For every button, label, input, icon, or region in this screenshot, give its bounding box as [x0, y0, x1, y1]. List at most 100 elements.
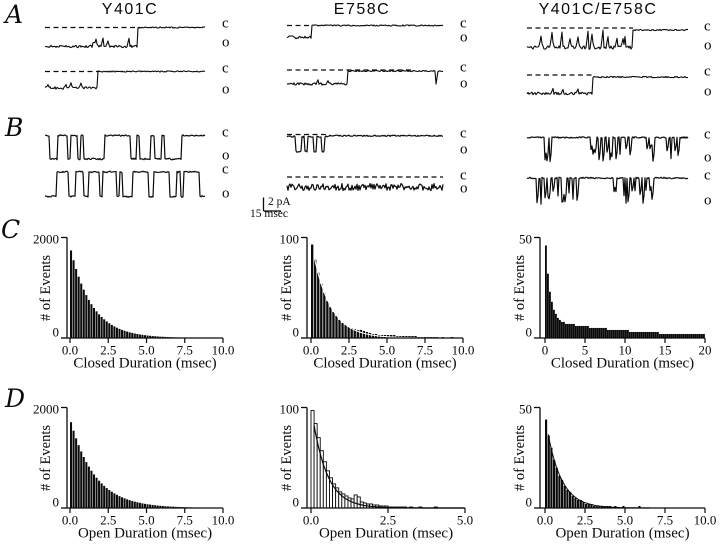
histogram-bar — [627, 329, 629, 338]
histogram-bar — [98, 480, 101, 508]
histogram-bar — [675, 333, 677, 338]
histogram-bar — [77, 276, 80, 338]
histogram-bar — [154, 505, 157, 508]
histogram-bar — [555, 467, 558, 508]
histogram-bar — [583, 325, 585, 338]
histogram-bar — [320, 283, 323, 338]
histogram-bar — [105, 488, 108, 508]
histogram-bar — [347, 326, 350, 338]
histogram-bar — [601, 505, 604, 508]
histogram-bar — [553, 459, 556, 508]
histogram-bar — [143, 503, 147, 508]
histogram-bar — [70, 250, 73, 338]
histogram-bar — [601, 327, 603, 338]
histogram-bar — [677, 333, 679, 338]
histogram-bar — [113, 326, 116, 338]
histogram-bar — [653, 331, 655, 338]
histogram-bar — [359, 329, 362, 338]
histogram-bar — [661, 333, 663, 338]
histogram-bar — [350, 498, 355, 509]
single-channel-trace — [286, 24, 444, 40]
histogram-bar — [136, 502, 139, 508]
histogram-bar — [615, 329, 617, 338]
histogram-bar — [365, 331, 369, 338]
histogram-bar — [408, 335, 411, 338]
histogram-bar — [599, 327, 601, 338]
histogram-bar — [557, 317, 559, 338]
histogram-bar — [617, 329, 619, 338]
histogram-bar — [551, 301, 553, 338]
histogram-bar — [703, 333, 705, 338]
histogram-bar — [172, 506, 175, 508]
histogram-bar — [639, 331, 641, 338]
histogram-bar — [110, 324, 113, 339]
histogram-bar — [82, 457, 85, 508]
histogram-bar — [585, 325, 587, 338]
histogram-bar — [128, 332, 131, 338]
histogram-bar — [103, 485, 106, 508]
single-channel-trace — [526, 176, 689, 205]
single-channel-trace — [44, 70, 206, 90]
histogram-bar — [82, 289, 85, 338]
histogram-bar — [103, 319, 106, 338]
histogram-bar — [368, 332, 372, 339]
histogram-bar — [85, 462, 88, 508]
histogram-bar — [77, 445, 80, 508]
histogram-bar — [115, 327, 118, 338]
histogram-bar — [72, 430, 75, 508]
histogram-bar — [691, 333, 693, 338]
histogram-bar — [645, 331, 647, 338]
histogram-bar — [638, 505, 641, 508]
column-title-y401c: Y401C — [101, 1, 159, 18]
histogram-bar — [659, 333, 661, 338]
histogram-bar — [681, 333, 683, 338]
histogram-bar — [550, 447, 553, 508]
histogram-bar — [689, 333, 691, 338]
histogram-bar — [582, 501, 585, 508]
histogram-bar — [651, 331, 653, 338]
histogram-bar — [701, 333, 703, 338]
panel-letter-b: B — [5, 113, 24, 142]
histogram-bar — [657, 331, 659, 338]
histogram-bar — [151, 504, 154, 508]
histogram-bar — [128, 500, 131, 508]
histogram-bar — [131, 500, 134, 508]
histogram-bar — [611, 329, 613, 338]
histogram-bar — [547, 273, 549, 338]
histogram-bar — [637, 331, 639, 338]
single-channel-trace — [44, 134, 206, 161]
histogram-bar — [663, 333, 665, 338]
histogram-bar — [133, 333, 136, 338]
histogram-bar — [545, 245, 547, 338]
histogram-bar — [577, 499, 580, 508]
histogram-bar — [411, 335, 414, 338]
histogram-bar — [70, 422, 73, 508]
histogram-bar — [561, 479, 564, 508]
histogram-bar — [631, 331, 633, 338]
single-channel-trace — [286, 69, 444, 86]
histogram-bar — [131, 332, 134, 338]
histogram-bar — [566, 489, 569, 508]
histogram-bar — [593, 327, 595, 338]
histogram-bar — [591, 327, 593, 338]
panel-letter-a: A — [5, 0, 24, 29]
histogram-bar — [553, 309, 555, 338]
histogram-bar — [671, 333, 673, 338]
histogram-bar — [587, 325, 589, 338]
histogram-bar — [154, 336, 157, 338]
histogram-bar — [100, 316, 103, 338]
histogram-bar — [641, 331, 643, 338]
histogram-bar — [667, 333, 669, 338]
histogram-bar — [141, 503, 144, 508]
histogram-bar — [679, 333, 681, 338]
single-channel-trace — [44, 170, 206, 198]
histogram-bar — [569, 491, 572, 508]
scale-bar-current-label: 2 pA — [268, 196, 291, 208]
histogram-bar — [169, 506, 172, 508]
histogram-bar — [629, 331, 631, 338]
histogram-bar — [619, 329, 621, 338]
histogram-bar — [133, 501, 136, 508]
column-title-y401c-e758c: Y401C/E758C — [538, 1, 658, 18]
histogram-bar — [159, 505, 162, 508]
histogram-bar — [105, 321, 108, 338]
